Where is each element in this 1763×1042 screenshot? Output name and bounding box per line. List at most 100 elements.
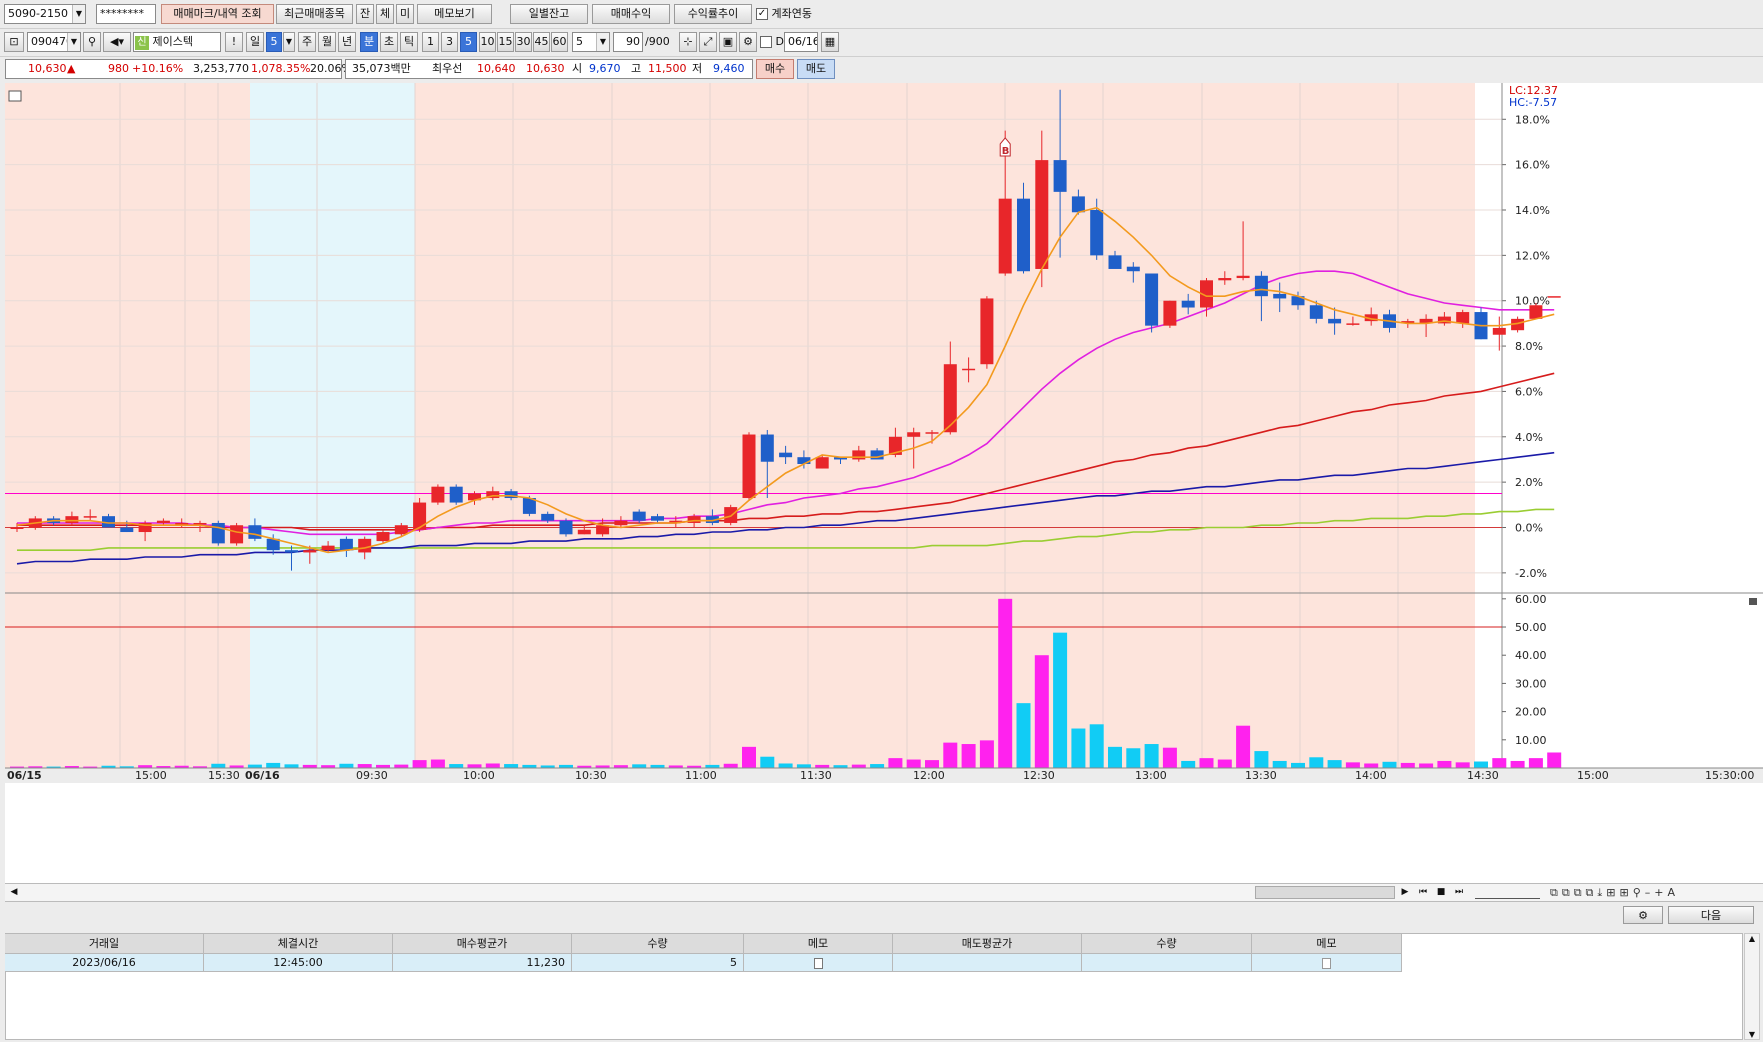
- speaker-icon[interactable]: ◀▾: [103, 32, 131, 52]
- session-background-blue: [250, 83, 415, 768]
- volume-bar: [1108, 746, 1122, 768]
- period-minute-button[interactable]: 분: [360, 32, 378, 52]
- date-field[interactable]: 06/16: [784, 32, 818, 52]
- save-icon[interactable]: ▣: [719, 32, 737, 52]
- table-row-buy-qty[interactable]: 5: [572, 954, 744, 972]
- period-day-count-button[interactable]: 5: [266, 32, 282, 52]
- candle: [1328, 307, 1342, 335]
- scroll-down-icon[interactable]: ▼: [1748, 1030, 1756, 1039]
- memo-icon[interactable]: [1322, 957, 1331, 969]
- volume-bar: [394, 764, 409, 768]
- period-week-button[interactable]: 주: [298, 32, 316, 52]
- period-year-button[interactable]: 년: [338, 32, 356, 52]
- gear-icon[interactable]: ⚙: [739, 32, 757, 52]
- candle: [321, 541, 335, 553]
- unexecuted-button[interactable]: 미: [396, 4, 414, 24]
- daily-balance-button[interactable]: 일별잔고: [510, 4, 588, 24]
- candlestick-chart[interactable]: 18.0% 16.0% 14.0% 12.0% 10.0% 8.0% 6.0% 4.0% 2.0…: [5, 83, 1763, 883]
- col-buy-qty[interactable]: 수량: [572, 934, 744, 954]
- period-month-button[interactable]: 월: [318, 32, 336, 52]
- chevron-down-icon[interactable]: ▼: [67, 33, 80, 51]
- table-row-sell-memo[interactable]: [1252, 954, 1402, 972]
- balance-button[interactable]: 잔: [356, 4, 374, 24]
- interval-3-button[interactable]: 3: [441, 32, 458, 52]
- col-sell-qty[interactable]: 수량: [1082, 934, 1252, 954]
- col-sell-memo[interactable]: 메모: [1252, 934, 1402, 954]
- buy-button[interactable]: 매수: [756, 59, 794, 79]
- volume-tick-label: 60.00: [1515, 593, 1547, 606]
- chart-area[interactable]: 18.0% 16.0% 14.0% 12.0% 10.0% 8.0% 6.0% 4.0% 2.0…: [5, 83, 1763, 883]
- period-day-button[interactable]: 일: [246, 32, 264, 52]
- interval-select[interactable]: 5 ▼: [572, 32, 610, 52]
- trade-profit-button[interactable]: 매매수익: [592, 4, 670, 24]
- col-buy-memo[interactable]: 메모: [744, 934, 893, 954]
- stop-icon[interactable]: ■: [1436, 887, 1446, 897]
- drawing-tool-icon[interactable]: ⤢: [699, 32, 717, 52]
- interval-60-button[interactable]: 60: [551, 32, 568, 52]
- candle-body: [431, 486, 445, 503]
- stock-code-select[interactable]: 090470 ▼: [27, 32, 81, 52]
- checkbox-unchecked-icon[interactable]: [760, 36, 772, 48]
- col-trade-date[interactable]: 거래일: [5, 934, 204, 954]
- executed-button[interactable]: 체: [376, 4, 394, 24]
- warning-button[interactable]: !: [225, 32, 243, 52]
- candle-body: [10, 527, 24, 529]
- checkbox-checked-icon[interactable]: ✓: [756, 8, 768, 20]
- period-second-button[interactable]: 초: [380, 32, 398, 52]
- interval-5-button[interactable]: 5: [460, 32, 477, 52]
- candle-body: [742, 434, 756, 499]
- table-row-sell-qty[interactable]: [1082, 954, 1252, 972]
- tab-recent-stocks[interactable]: 최근매매종목: [276, 4, 353, 24]
- account-link-checkbox[interactable]: ✓ 계좌연동: [756, 6, 812, 22]
- chevron-down-icon[interactable]: ▼: [283, 32, 295, 52]
- zoom-slider[interactable]: [1475, 887, 1540, 899]
- col-exec-time[interactable]: 체결시간: [204, 934, 393, 954]
- volume-bar: [796, 764, 811, 768]
- volume-bar: [339, 763, 354, 768]
- chart-type-icon[interactable]: ⊡: [4, 32, 24, 52]
- interval-1-button[interactable]: 1: [422, 32, 439, 52]
- play-back-icon[interactable]: ⏮: [1418, 887, 1428, 897]
- volume-bar: [1309, 757, 1324, 768]
- chart-scrollbar[interactable]: ◀ ▶ ⏮ ■ ⏭ ⧉⧉⧉⧉⤓⊞⊞⚲–+A: [5, 883, 1763, 902]
- chevron-down-icon[interactable]: ▼: [596, 33, 609, 51]
- d-checkbox[interactable]: D: [760, 35, 784, 48]
- search-icon[interactable]: ⚲: [83, 32, 101, 52]
- scroll-left-icon[interactable]: ◀: [10, 887, 18, 897]
- tab-trade-marks[interactable]: 매매마크/내역 조회: [161, 4, 274, 24]
- chart-tools-icon[interactable]: ⧉⧉⧉⧉⤓⊞⊞⚲–+A: [1550, 886, 1680, 899]
- settings-icon[interactable]: ⚙: [1623, 906, 1663, 924]
- period-tick-button[interactable]: 틱: [400, 32, 418, 52]
- chevron-down-icon[interactable]: ▼: [72, 5, 85, 23]
- memo-view-button[interactable]: 메모보기: [417, 4, 492, 24]
- table-row-sell-avg[interactable]: [893, 954, 1082, 972]
- high-label: 고: [631, 62, 642, 75]
- sell-button[interactable]: 매도: [797, 59, 835, 79]
- interval-30-button[interactable]: 30: [515, 32, 532, 52]
- col-sell-avg[interactable]: 매도평균가: [893, 934, 1082, 954]
- account-number-select[interactable]: 5090-2150 ▼: [4, 4, 86, 24]
- table-scrollbar[interactable]: ▲ ▼: [1744, 933, 1760, 1040]
- interval-45-button[interactable]: 45: [533, 32, 550, 52]
- col-buy-avg[interactable]: 매수평균가: [393, 934, 572, 954]
- table-row-buy-avg[interactable]: 11,230: [393, 954, 572, 972]
- memo-icon[interactable]: [813, 957, 823, 969]
- scroll-right-icon[interactable]: ▶: [1401, 887, 1409, 897]
- password-field[interactable]: ********: [96, 4, 156, 24]
- count-field[interactable]: 90: [613, 32, 643, 52]
- table-row-time[interactable]: 12:45:00: [204, 954, 393, 972]
- credit-badge: 신: [135, 36, 149, 50]
- table-row-date[interactable]: 2023/06/16: [5, 954, 204, 972]
- return-trend-button[interactable]: 수익률추이: [674, 4, 752, 24]
- scroll-thumb[interactable]: [1255, 886, 1395, 899]
- next-button[interactable]: 다음: [1668, 906, 1754, 924]
- scroll-up-icon[interactable]: ▲: [1748, 934, 1756, 943]
- interval-10-button[interactable]: 10: [479, 32, 496, 52]
- candle-body: [1181, 300, 1195, 308]
- stock-name-field[interactable]: 신 제이스텍: [133, 32, 221, 52]
- table-row-buy-memo[interactable]: [744, 954, 893, 972]
- interval-15-button[interactable]: 15: [497, 32, 514, 52]
- play-forward-icon[interactable]: ⏭: [1454, 887, 1464, 897]
- calendar-icon[interactable]: ▦: [821, 32, 839, 52]
- crosshair-icon[interactable]: ⊹: [679, 32, 697, 52]
